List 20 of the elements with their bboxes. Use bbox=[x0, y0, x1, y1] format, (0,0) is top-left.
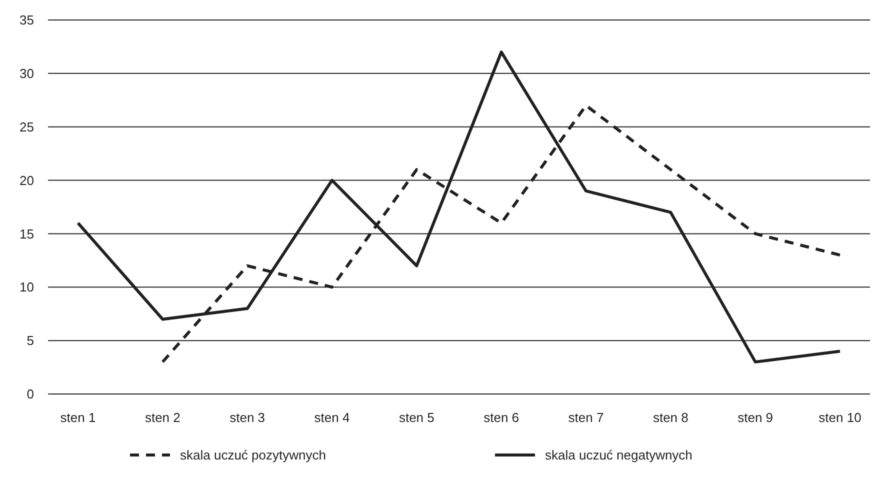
y-tick-label: 35 bbox=[20, 12, 34, 28]
x-tick-label: sten 7 bbox=[568, 410, 604, 425]
y-tick-label: 20 bbox=[20, 172, 34, 188]
x-tick-label: sten 4 bbox=[314, 410, 350, 425]
y-tick-label: 5 bbox=[26, 333, 34, 348]
y-tick-label: 25 bbox=[20, 119, 34, 134]
x-tick-label: sten 2 bbox=[144, 410, 180, 425]
y-tick-label: 30 bbox=[20, 66, 34, 81]
x-tick-label: sten 5 bbox=[398, 410, 434, 425]
x-tick-label: sten 8 bbox=[652, 410, 688, 425]
x-tick-label: sten 3 bbox=[230, 410, 266, 425]
y-tick-label: 15 bbox=[20, 226, 34, 242]
x-tick-label: sten 6 bbox=[484, 410, 520, 425]
y-tick-label: 10 bbox=[20, 280, 34, 295]
legend-label: skala uczuć pozytywnych bbox=[180, 448, 326, 463]
legend-label: skala uczuć negatywnych bbox=[545, 448, 692, 463]
x-tick-label: sten 9 bbox=[738, 410, 774, 425]
x-tick-label: sten 1 bbox=[60, 410, 96, 425]
x-tick-label: sten 10 bbox=[818, 410, 862, 425]
y-tick-label: 0 bbox=[26, 386, 34, 402]
